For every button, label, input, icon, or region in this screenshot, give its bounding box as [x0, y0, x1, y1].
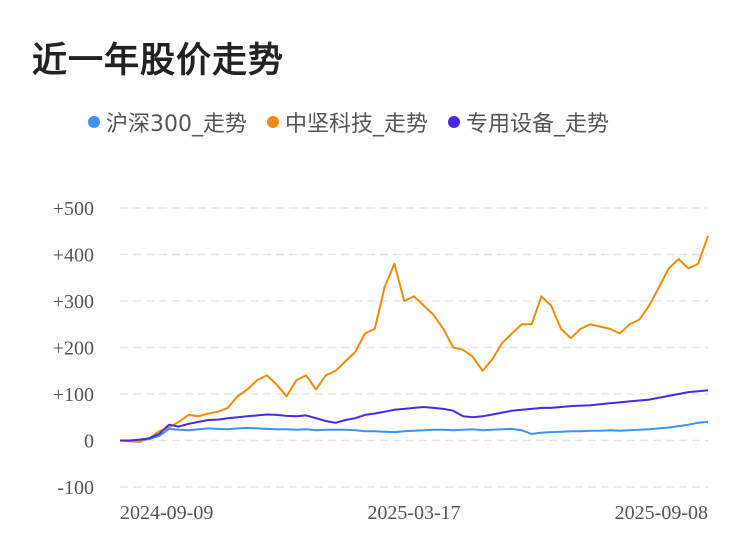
legend-item-zhongjian[interactable]: 中坚科技_走势 [267, 106, 428, 138]
y-tick-label: +500 [53, 198, 94, 220]
legend-label-zhongjian: 中坚科技_走势 [285, 112, 429, 137]
legend-item-hs300[interactable]: 沪深300_走势 [88, 106, 247, 138]
legend-label-equipment: 专用设备_走势 [466, 112, 610, 137]
y-tick-label: +100 [53, 384, 94, 406]
y-tick-label: +400 [53, 245, 94, 267]
y-tick-label: +300 [53, 291, 94, 313]
series-line-0 [120, 420, 709, 442]
legend-label-hs300: 沪深300_走势 [106, 112, 247, 137]
legend-item-equipment[interactable]: 专用设备_走势 [448, 106, 609, 138]
x-tick-label: 2025-09-08 [615, 502, 708, 524]
series-line-2 [120, 389, 709, 442]
series-line-1 [119, 235, 709, 443]
x-tick-label: 2024-09-09 [120, 502, 213, 524]
y-tick-label: +200 [53, 338, 94, 360]
legend-dot-zhongjian [267, 116, 279, 128]
x-axis-ticks: 2024-09-09 2025-03-17 2025-09-08 [120, 502, 708, 524]
legend-dot-equipment [448, 116, 461, 128]
chart-legend: 沪深300_走势 中坚科技_走势 专用设备_走势 [88, 106, 609, 138]
x-tick-label: 2025-03-17 [367, 502, 460, 524]
y-axis-ticks: -100 0 +100 +200 +300 +400 +500 [53, 198, 94, 499]
series-lines [119, 235, 709, 443]
legend-dot-hs300 [88, 116, 100, 128]
y-tick-label: 0 [84, 431, 94, 453]
y-tick-label: -100 [57, 477, 94, 499]
grid-lines [120, 207, 708, 488]
chart-title: 近一年股价走势 [32, 41, 285, 81]
